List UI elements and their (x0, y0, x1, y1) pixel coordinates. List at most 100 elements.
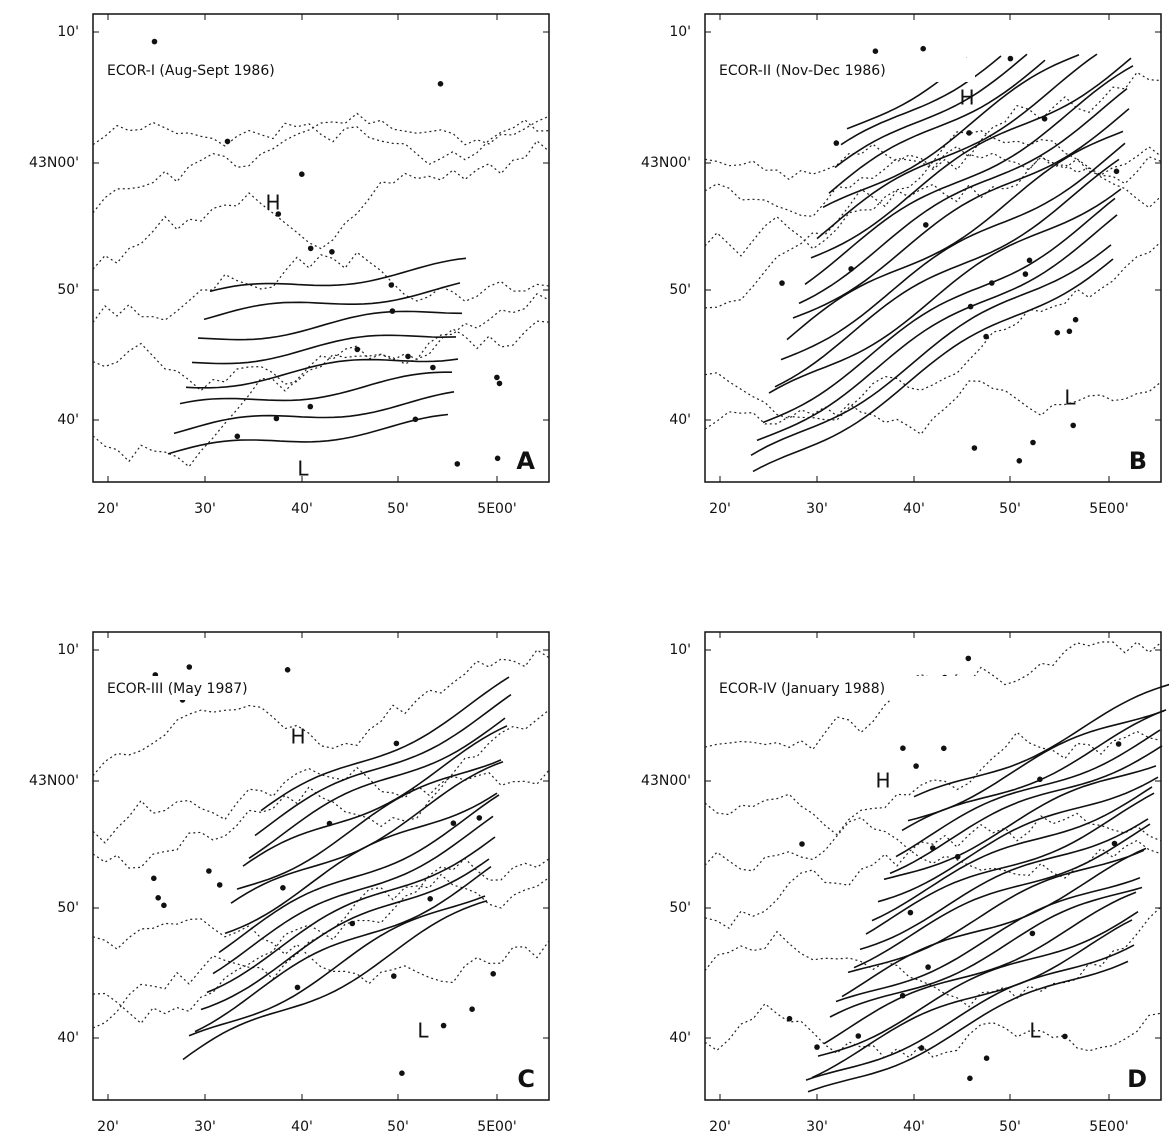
y-tick-label: 50' (669, 900, 691, 916)
station (967, 1075, 973, 1082)
station (920, 45, 926, 52)
contour-line (859, 818, 1149, 951)
station (440, 1022, 447, 1029)
contour-line (816, 53, 1098, 240)
station (299, 171, 305, 177)
contour-line (811, 919, 1133, 1079)
contour-line (750, 244, 1112, 456)
station (1113, 168, 1120, 175)
station (1022, 271, 1029, 277)
contour-line (188, 895, 486, 1037)
title-bg (103, 58, 363, 82)
y-tick-label: 10' (669, 642, 691, 658)
high-label: H (290, 725, 305, 749)
station (430, 364, 436, 371)
panel-letter: C (517, 1065, 535, 1093)
contour-line (817, 911, 1139, 1057)
station (1062, 1033, 1068, 1040)
station (155, 895, 161, 901)
contour-line (185, 358, 459, 389)
station (786, 1015, 793, 1022)
contour-line (197, 310, 463, 341)
x-tick-label: 20' (97, 1119, 119, 1135)
title-bg (715, 676, 975, 700)
bathymetry-line (704, 130, 1162, 257)
y-tick-label: 40' (57, 412, 79, 428)
station (354, 346, 361, 353)
high-label: H (875, 769, 890, 793)
contour-line (871, 786, 1153, 922)
low-label: L (1029, 1019, 1041, 1043)
bathymetry-line (704, 812, 1162, 930)
station (1007, 55, 1014, 62)
contour-line (173, 391, 455, 435)
station (412, 416, 419, 423)
y-tick-label: 50' (669, 282, 691, 298)
contour-line (167, 413, 449, 455)
station (1030, 439, 1036, 446)
panel-letter: A (516, 447, 535, 475)
x-tick-label: 30' (806, 1119, 828, 1135)
station (476, 815, 483, 821)
title-bg (103, 676, 363, 700)
x-tick-label: 30' (194, 1119, 216, 1135)
panel-frame (92, 13, 550, 483)
bathymetry-line (92, 709, 550, 869)
station (294, 984, 301, 991)
station (989, 280, 995, 286)
station (799, 841, 805, 847)
x-tick-label: 50' (999, 1119, 1021, 1135)
contour-line (780, 142, 1126, 361)
station (151, 875, 157, 882)
station (918, 1045, 925, 1051)
bathymetry-line (92, 857, 550, 1025)
contour-line (179, 371, 452, 405)
panel-title: ECOR-I (Aug-Sept 1986) (107, 63, 275, 79)
contour-line (762, 197, 1116, 424)
y-tick-label: 10' (57, 642, 79, 658)
station (833, 140, 840, 146)
contour-line (212, 815, 494, 975)
x-tick-label: 5E00' (477, 501, 516, 517)
station (349, 920, 356, 927)
contour-line (792, 108, 1130, 319)
bathymetry-line (704, 906, 1162, 1008)
station (954, 853, 961, 860)
panel-title: ECOR-II (Nov-Dec 1986) (719, 63, 886, 79)
station (494, 374, 500, 381)
contour-line (230, 760, 504, 904)
station (496, 380, 503, 387)
station (234, 433, 241, 440)
station (326, 820, 333, 827)
contour-line (203, 282, 461, 321)
x-tick-label: 30' (806, 501, 828, 517)
contour-line (236, 759, 502, 890)
y-tick-label: 10' (57, 24, 79, 40)
bathymetry-line (704, 241, 1162, 430)
station (983, 1055, 990, 1061)
panel-frame (704, 631, 1162, 1101)
station (1115, 741, 1122, 747)
panel-frame (704, 13, 1162, 483)
station (494, 455, 501, 462)
contour-line (206, 836, 496, 994)
x-tick-label: 20' (709, 501, 731, 517)
station (284, 667, 291, 673)
contour-line (822, 54, 1080, 209)
station (983, 333, 989, 340)
station (1072, 316, 1079, 323)
station (450, 820, 457, 826)
contour-line (841, 847, 1147, 998)
station (399, 1070, 405, 1076)
contour-line (786, 130, 1124, 341)
x-tick-label: 20' (97, 501, 119, 517)
bathymetry-line (92, 140, 550, 270)
y-tick-label: 43N00' (641, 155, 691, 171)
station (273, 415, 280, 422)
high-label: H (959, 86, 974, 110)
y-tick-label: 10' (669, 24, 691, 40)
station (307, 245, 314, 252)
station (1026, 257, 1033, 264)
station (779, 280, 785, 286)
